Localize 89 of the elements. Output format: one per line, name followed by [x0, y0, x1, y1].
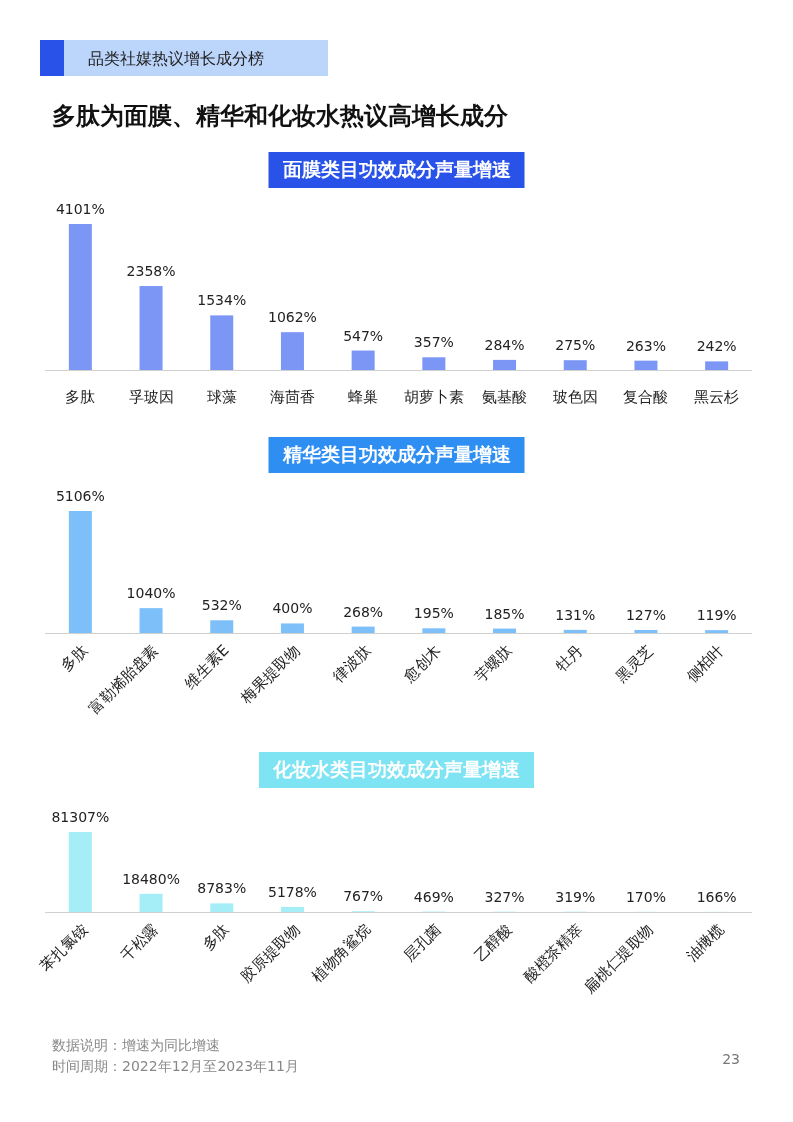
bar	[68, 511, 92, 633]
bar	[634, 360, 658, 370]
data-label: 357%	[413, 334, 454, 351]
text: 23	[722, 1051, 740, 1067]
x-tick-label: 球藻	[206, 388, 237, 406]
text: 品类社媒热议增长成分榜	[88, 49, 264, 68]
text: 数据说明：增速为同比增速	[52, 1037, 220, 1053]
bar	[210, 903, 234, 912]
data-label: 275%	[555, 337, 596, 354]
x-tick-label: 多肽	[198, 920, 233, 955]
data-label: 469%	[413, 888, 454, 905]
data-label: 263%	[625, 337, 666, 354]
x-tick-label: 多肽	[65, 388, 96, 406]
x-tick-label: 乙醇酸	[470, 920, 516, 965]
data-label: 284%	[484, 336, 525, 353]
data-label: 319%	[555, 888, 596, 905]
bar	[705, 630, 729, 633]
bar	[280, 623, 304, 633]
data-label: 767%	[343, 888, 384, 905]
x-tick-label: 愈创木	[399, 641, 445, 687]
chart-title: 面膜类目功效成分声量增速	[281, 158, 511, 180]
bar	[634, 629, 658, 633]
x-tick-label: 牡丹	[552, 641, 587, 676]
data-label: 119%	[696, 607, 737, 624]
data-label: 4101%	[55, 201, 105, 217]
data-label: 547%	[343, 327, 384, 344]
data-label: 185%	[484, 605, 525, 622]
data-label: 5178%	[267, 883, 317, 900]
bar	[422, 357, 446, 370]
x-tick-label: 蜂巢	[348, 388, 379, 406]
data-label: 532%	[201, 597, 242, 614]
data-label: 127%	[625, 606, 666, 623]
x-tick-label: 植物角鲨烷	[308, 920, 374, 986]
x-tick-label: 孚玻因	[128, 388, 174, 406]
data-label: 81307%	[51, 809, 110, 825]
x-tick-label: 苯扎氯铵	[36, 920, 92, 976]
bar	[563, 360, 587, 370]
data-label: 170%	[625, 888, 666, 905]
bar	[68, 224, 92, 370]
data-label: 1534%	[197, 292, 247, 309]
x-tick-label: 层孔菌	[400, 920, 445, 965]
x-tick-label: 玻色因	[552, 388, 598, 406]
x-tick-label: 海茴香	[269, 388, 315, 406]
x-tick-label: 复合酸	[623, 388, 669, 406]
data-label: 1040%	[126, 585, 176, 602]
bar	[280, 332, 304, 370]
data-label: 400%	[272, 600, 313, 617]
data-label: 2358%	[126, 263, 176, 280]
x-tick-label: 维生素E	[181, 641, 233, 693]
bar	[139, 608, 163, 633]
bar	[68, 832, 92, 912]
data-label: 242%	[696, 338, 737, 355]
bar	[280, 906, 304, 912]
x-tick-label: 千松露	[117, 920, 162, 965]
x-tick-label: 胡萝卜素	[403, 388, 464, 406]
bar	[351, 626, 375, 633]
data-label: 268%	[343, 603, 384, 620]
bar	[210, 315, 234, 370]
x-tick-label: 侧柏叶	[682, 641, 728, 686]
x-tick-label: 芋螺肽	[470, 641, 516, 686]
x-tick-label: 黑云杉	[694, 388, 740, 406]
x-tick-label: 梅果提取物	[236, 641, 304, 708]
bar	[422, 628, 446, 633]
bar	[139, 893, 163, 912]
bar	[563, 629, 587, 633]
data-label: 18480%	[122, 870, 180, 887]
data-label: 166%	[696, 888, 737, 905]
bar	[493, 628, 517, 633]
x-tick-label: 氨基酸	[482, 388, 528, 406]
data-label: 195%	[413, 605, 454, 622]
x-tick-label: 油橄榄	[682, 920, 728, 965]
bar	[493, 359, 517, 370]
bar	[351, 350, 375, 370]
chart-title: 精华类目功效成分声量增速	[281, 443, 511, 465]
x-tick-label: 胶原提取物	[237, 920, 304, 986]
bar	[139, 286, 163, 370]
bar	[705, 361, 729, 370]
text: 多肽为面膜、精华和化妆水热议高增长成分	[52, 102, 509, 130]
data-label: 327%	[484, 888, 525, 905]
chart-title: 化妆水类目功效成分声量增速	[272, 758, 520, 780]
data-label: 131%	[555, 606, 596, 623]
data-label: 1062%	[267, 309, 317, 326]
text: 时间周期：2022年12月至2023年11月	[52, 1058, 299, 1074]
x-tick-label: 律波肽	[329, 641, 374, 686]
x-tick-label: 扁桃仁提取物	[580, 920, 657, 997]
bar	[210, 620, 234, 633]
data-label: 8783%	[197, 880, 247, 897]
data-label: 5106%	[55, 488, 105, 504]
x-tick-label: 黑灵芝	[612, 641, 657, 686]
